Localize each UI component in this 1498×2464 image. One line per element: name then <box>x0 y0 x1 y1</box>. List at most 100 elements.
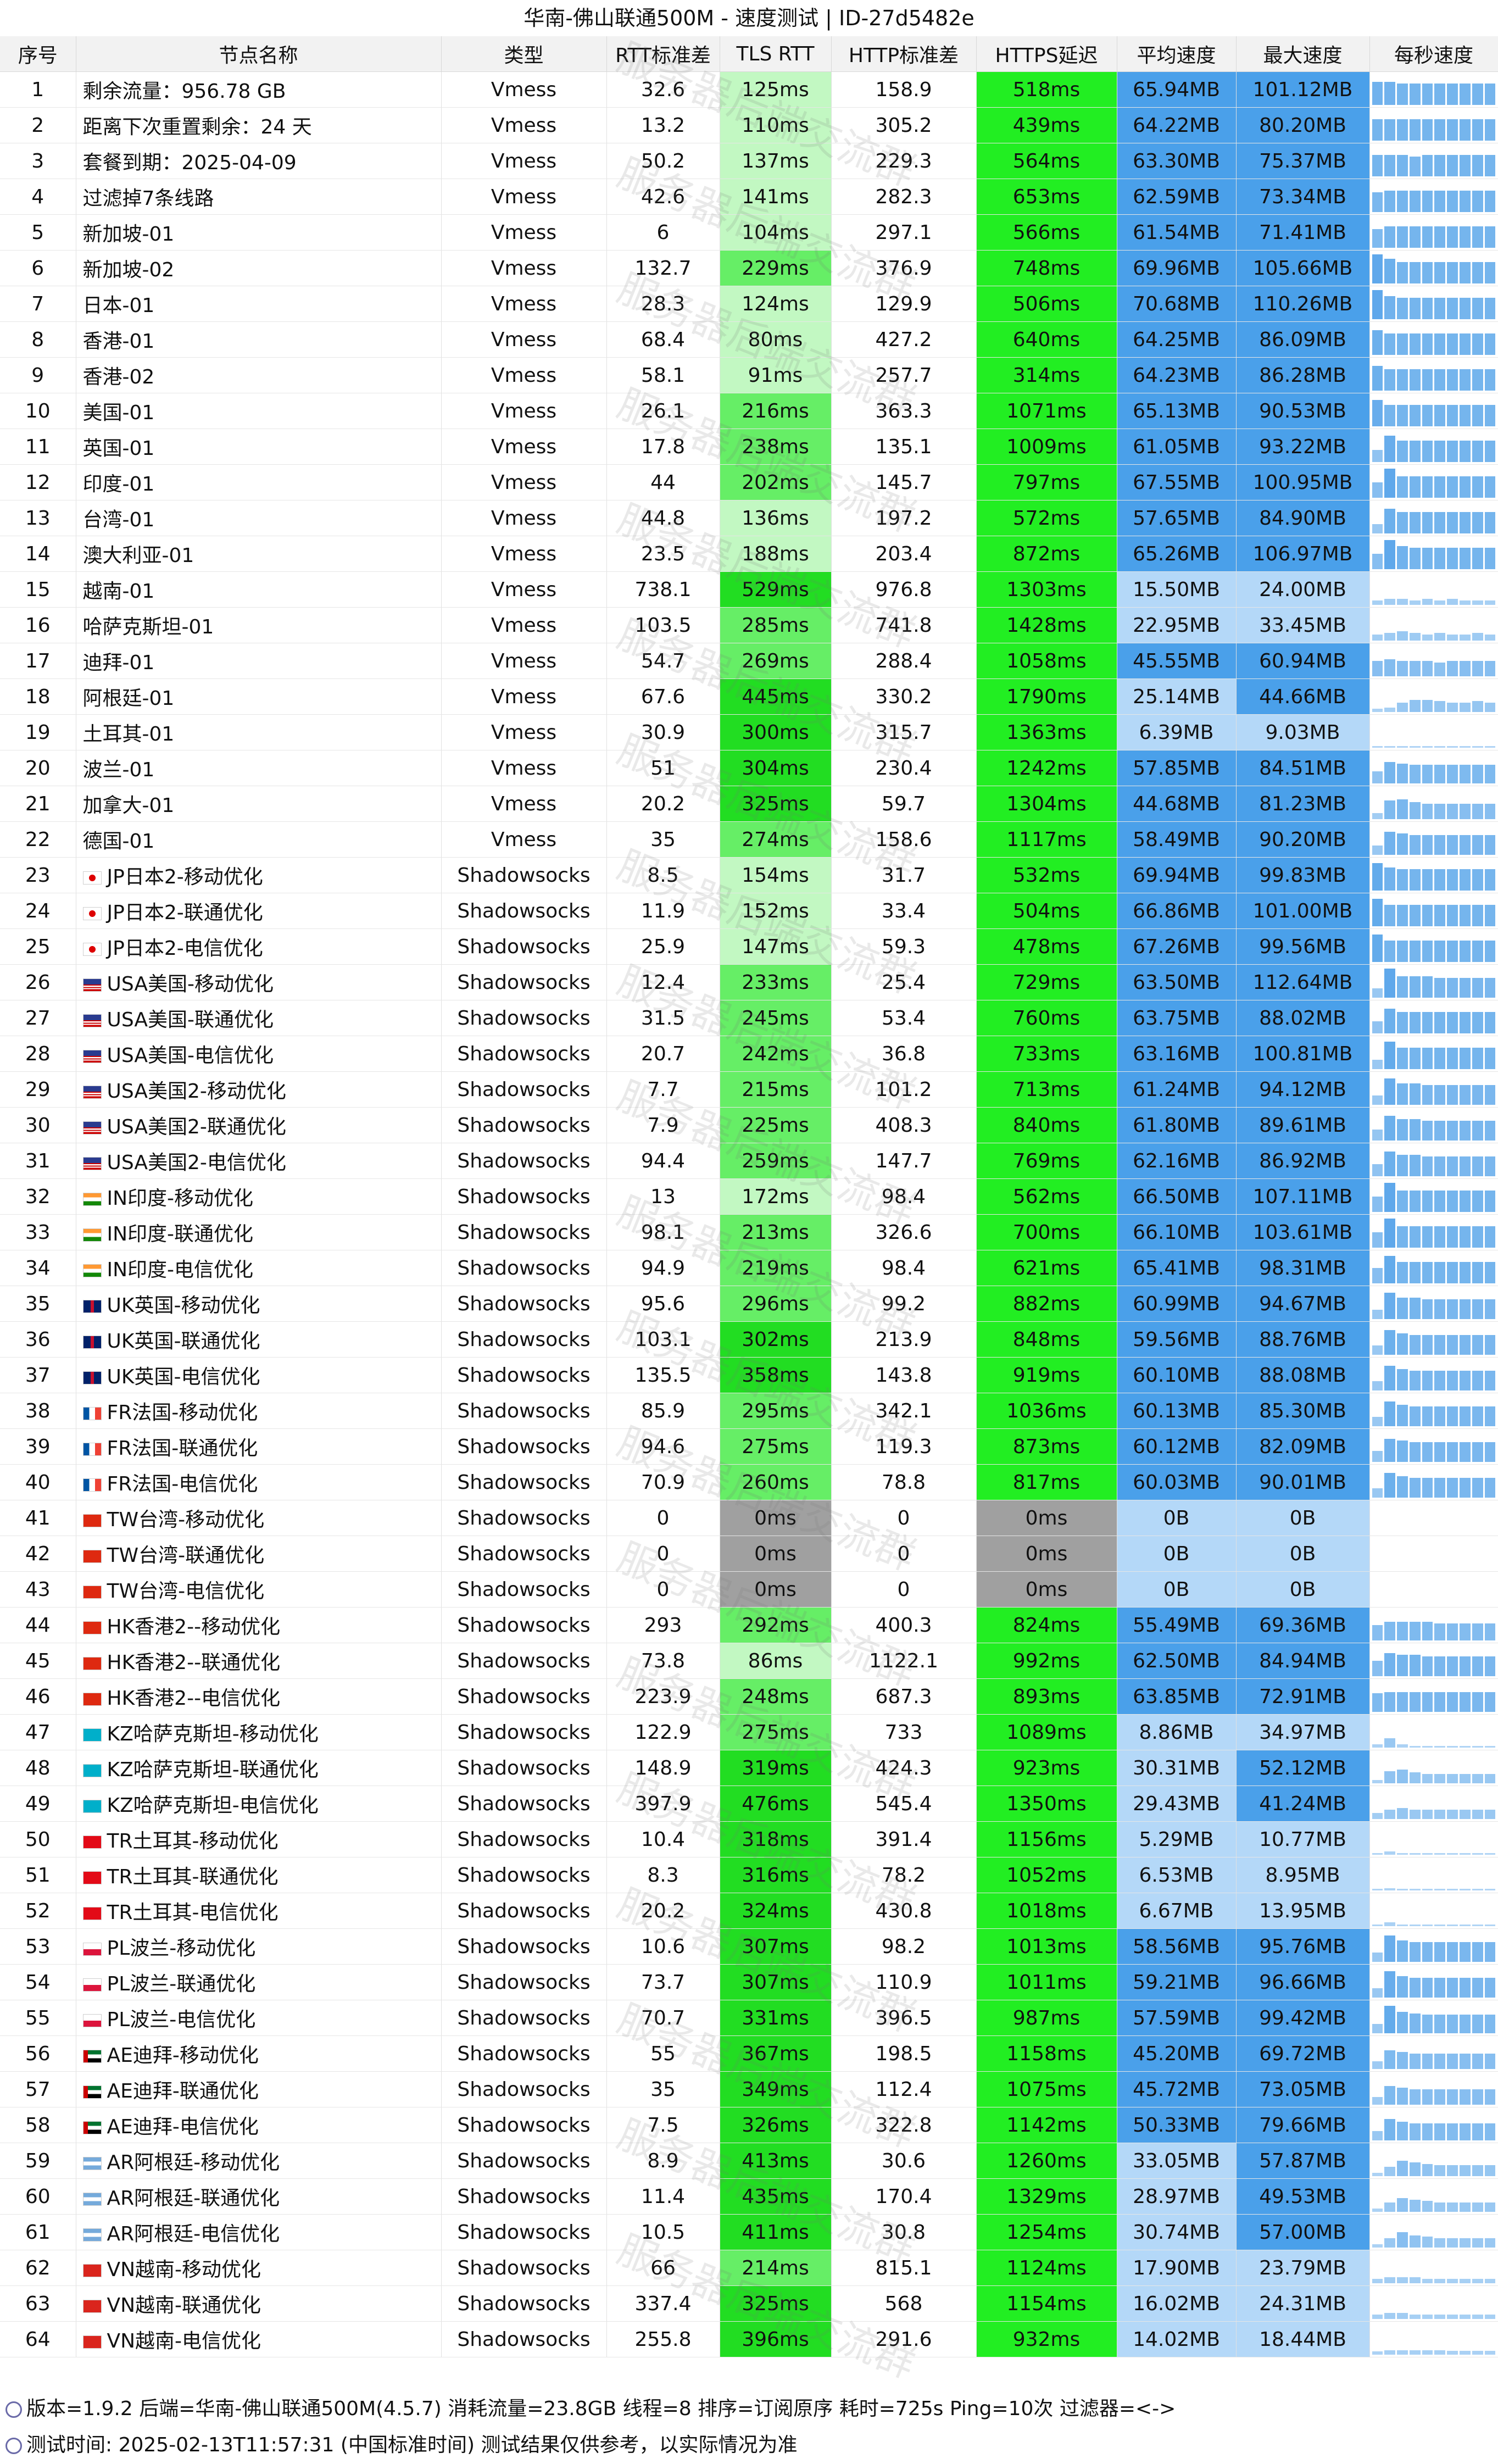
node-name-text: 英国-01 <box>82 437 155 460</box>
sparkline-bar <box>1409 765 1421 783</box>
speed-sparkline <box>1370 1430 1498 1463</box>
node-name-text: 香港-02 <box>82 366 155 388</box>
sparkline-bar <box>1422 226 1433 248</box>
cell-rtt-std: 42.6 <box>606 179 720 215</box>
cell-per-second-speed <box>1369 464 1498 500</box>
sparkline-bar <box>1397 661 1408 676</box>
sparkline-bar <box>1447 297 1458 319</box>
sparkline-bar <box>1397 1226 1408 1248</box>
sparkline-bar <box>1372 119 1383 141</box>
sparkline-bar <box>1409 2277 1421 2283</box>
sparkline-bar <box>1460 1623 1471 1640</box>
cell-id: 8 <box>0 321 76 358</box>
cell-http-std: 291.6 <box>831 2321 977 2357</box>
cell-type: Shadowsocks <box>441 2178 607 2215</box>
sparkline-bar <box>1447 190 1458 212</box>
speed-sparkline <box>1370 1644 1498 1677</box>
sparkline-bar <box>1384 1473 1396 1498</box>
ar-flag-icon <box>82 2193 102 2206</box>
sparkline-bar <box>1384 707 1396 712</box>
sparkline-bar <box>1460 1047 1471 1069</box>
table-row: 27 USA美国-联通优化 Shadowsocks 31.5 245ms 53.4 760m… <box>0 1000 1498 1036</box>
sparkline-bar <box>1460 940 1471 962</box>
cell-type: Vmess <box>441 143 607 179</box>
sparkline-bar <box>1372 863 1383 891</box>
cell-avg-speed: 60.03MB <box>1117 1464 1237 1500</box>
cell-max-speed: 69.36MB <box>1236 1607 1370 1643</box>
sparkline-bar <box>1372 771 1383 783</box>
sparkline-bar <box>1434 1477 1446 1498</box>
cell-id: 42 <box>0 1536 76 1572</box>
cell-avg-speed: 16.02MB <box>1117 2285 1237 2322</box>
node-name-text: USA美国2-移动优化 <box>107 1080 286 1103</box>
node-name-text: KZ哈萨克斯坦-联通优化 <box>107 1759 319 1781</box>
sparkline-bar <box>1484 1190 1496 1212</box>
cell-per-second-speed <box>1369 1643 1498 1679</box>
cell-tls-rtt: 319ms <box>720 1750 832 1786</box>
sparkline-bar <box>1372 1625 1383 1640</box>
sparkline-bar <box>1460 1746 1471 1748</box>
cell-rtt-std: 94.4 <box>606 1143 720 1179</box>
cell-tls-rtt: 275ms <box>720 1714 832 1750</box>
sparkline-bar <box>1484 869 1496 891</box>
sparkline-bar <box>1460 1810 1471 1819</box>
node-name-text: FR法国-联通优化 <box>107 1437 258 1460</box>
cell-rtt-std: 0 <box>606 1536 720 1572</box>
pl-flag-icon <box>82 1943 102 1956</box>
sparkline-bar <box>1397 940 1408 962</box>
sparkline-bar <box>1409 1190 1421 1212</box>
sparkline-bar <box>1422 262 1433 283</box>
cell-type: Vmess <box>441 214 607 251</box>
cell-max-speed: 98.31MB <box>1236 1250 1370 1286</box>
cell-avg-speed: 57.85MB <box>1117 750 1237 786</box>
cell-avg-speed: 44.68MB <box>1117 786 1237 822</box>
cell-type: Shadowsocks <box>441 2321 607 2357</box>
sparkline-bar <box>1472 1226 1483 1248</box>
cell-type: Shadowsocks <box>441 1857 607 1893</box>
sparkline-bar <box>1397 226 1408 248</box>
sparkline-bar <box>1434 835 1446 855</box>
cell-max-speed: 88.08MB <box>1236 1357 1370 1393</box>
sparkline-bar <box>1460 154 1471 176</box>
cell-id: 29 <box>0 1071 76 1108</box>
cell-node-name: 哈萨克斯坦-01 <box>76 607 442 643</box>
cell-max-speed: 88.76MB <box>1236 1321 1370 1358</box>
cell-rtt-std: 94.9 <box>606 1250 720 1286</box>
speed-sparkline <box>1370 1930 1498 1963</box>
cell-rtt-std: 44.8 <box>606 500 720 536</box>
table-row: 46 HK香港2--电信优化 Shadowsocks 223.9 248ms 687.3 8… <box>0 1678 1498 1715</box>
cell-max-speed: 49.53MB <box>1236 2178 1370 2215</box>
cell-max-speed: 73.05MB <box>1236 2071 1370 2107</box>
cell-avg-speed: 60.13MB <box>1117 1393 1237 1429</box>
sparkline-bar <box>1434 2015 1446 2033</box>
us-flag-icon <box>82 1014 102 1027</box>
cell-max-speed: 105.66MB <box>1236 250 1370 286</box>
sparkline-bar <box>1384 404 1396 426</box>
cell-http-std: 78.8 <box>831 1464 977 1500</box>
table-row: 22 德国-01 Vmess 35 274ms 158.6 1117ms 58.49MB 90.… <box>0 821 1498 858</box>
sparkline-bar <box>1397 1808 1408 1819</box>
sparkline-bar <box>1460 1942 1471 1962</box>
node-name-text: 德国-01 <box>82 830 155 853</box>
sparkline-bar <box>1397 2232 1408 2248</box>
cell-type: Shadowsocks <box>441 2250 607 2286</box>
cell-type: Vmess <box>441 71 607 108</box>
sparkline-bar <box>1384 2167 1396 2176</box>
cell-rtt-std: 12.4 <box>606 964 720 1000</box>
sparkline-bar <box>1472 1889 1483 1890</box>
sparkline-bar <box>1409 2054 1421 2069</box>
cell-per-second-speed <box>1369 1571 1498 1608</box>
sparkline-bar <box>1422 297 1433 319</box>
node-name-text: TR土耳其-电信优化 <box>107 1901 279 1924</box>
sparkline-bar <box>1372 813 1383 819</box>
cell-http-std: 31.7 <box>831 857 977 893</box>
col-per-second-header: 每秒速度 <box>1369 36 1498 72</box>
node-name-text: 越南-01 <box>82 580 155 603</box>
cell-avg-speed: 8.86MB <box>1117 1714 1237 1750</box>
cell-http-std: 36.8 <box>831 1036 977 1072</box>
cell-avg-speed: 63.85MB <box>1117 1678 1237 1715</box>
cell-https-latency: 640ms <box>976 321 1117 358</box>
sparkline-bar <box>1372 554 1383 569</box>
cell-node-name: 阿根廷-01 <box>76 678 442 715</box>
cell-per-second-speed <box>1369 1071 1498 1108</box>
